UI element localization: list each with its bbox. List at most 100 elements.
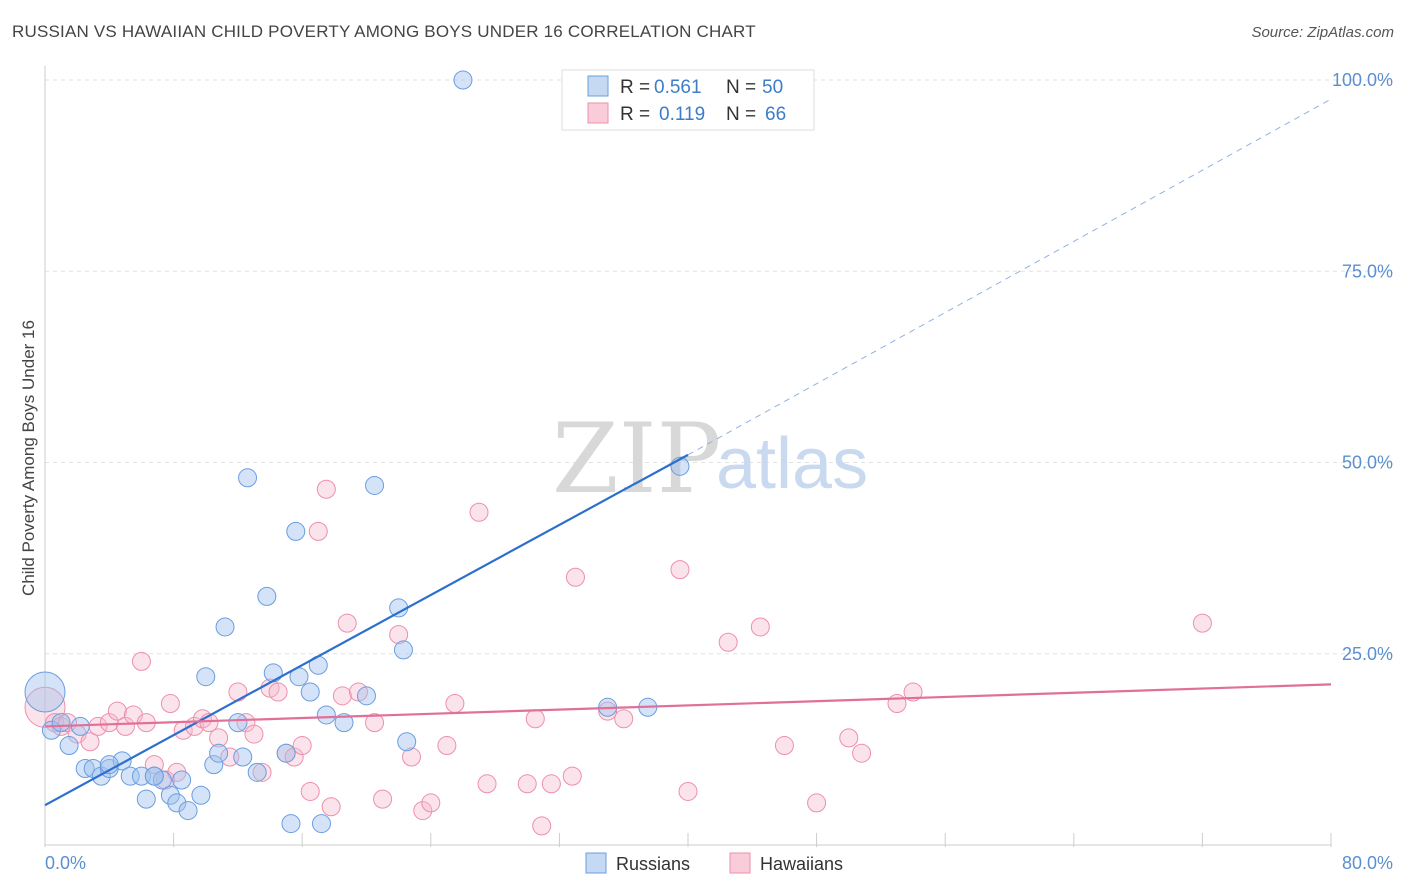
hawaiian-point-8 (107, 701, 127, 721)
hawaiian-point-63 (839, 728, 859, 748)
y-axis-label: Child Poverty Among Boys Under 16 (19, 320, 38, 596)
y-tick-label-0: 25.0% (1342, 644, 1393, 664)
trend-lines (44, 98, 1332, 807)
russian-point-32 (286, 521, 306, 541)
hawaiian-point-43 (413, 801, 433, 821)
hawaiian-point-36 (337, 613, 357, 633)
x-tick-label-left: 0.0% (45, 853, 86, 873)
hawaiian-point-48 (477, 774, 497, 794)
hawaiian-point-50 (525, 709, 545, 729)
hawaiian-point-37 (332, 686, 352, 706)
legend-r-value-hawaiians: 0.119 (659, 104, 705, 125)
hawaiian-point-24 (236, 713, 256, 733)
russian-point-3 (59, 736, 79, 756)
russian-point-22 (209, 743, 229, 763)
y-tick-label-2: 75.0% (1342, 261, 1393, 281)
hawaiian-point-13 (144, 755, 164, 775)
legend-r-value-russians: 0.561 (654, 77, 702, 98)
hawaiian-point-5 (80, 732, 100, 752)
hawaiian-point-25 (244, 724, 264, 744)
series-hawaiians-points (24, 479, 1212, 836)
russian-point-34 (300, 682, 320, 702)
russian-point-5 (75, 759, 95, 778)
hawaiian-point-60 (750, 617, 770, 637)
russian-point-10 (120, 766, 140, 786)
hawaiian-point-40 (373, 789, 393, 809)
hawaiian-point-46 (445, 693, 465, 713)
russian-point-16 (167, 793, 187, 813)
hawaiian-point-39 (365, 713, 385, 733)
russian-point-36 (311, 814, 331, 834)
russian-point-6 (83, 759, 103, 778)
hawaiian-point-11 (131, 651, 151, 671)
legend-r-label-russians: R = (620, 77, 655, 98)
bottom-legend-swatch-hawaiians (729, 852, 751, 874)
bottom-legend-label-russians: Russians (616, 854, 690, 874)
hawaiian-point-34 (316, 479, 336, 499)
russian-point-27 (247, 762, 267, 782)
russian-point-29 (263, 663, 283, 683)
russian-point-17 (172, 770, 192, 790)
hawaiian-point-51 (532, 816, 552, 836)
russian-point-31 (281, 814, 301, 834)
legend-n-value-hawaiians: 66 (765, 104, 786, 125)
hawaiian-point-28 (268, 682, 288, 702)
hawaiian-point-47 (469, 502, 489, 522)
legend-r-label-hawaiians: R = (620, 104, 655, 125)
hawaiian-point-0 (24, 686, 66, 728)
grid-lines (45, 79, 1392, 655)
hawaiian-point-67 (1192, 613, 1212, 633)
hawaiian-point-31 (292, 736, 312, 756)
russian-point-37 (316, 705, 336, 725)
hawaiians-trend-line (44, 683, 1332, 728)
hawaiian-point-45 (437, 736, 457, 756)
hawaiian-point-53 (562, 766, 582, 786)
russian-point-42 (393, 640, 413, 660)
russian-point-23 (215, 617, 235, 637)
hawaiian-point-64 (852, 743, 872, 763)
source-label: Source: ZipAtlas.com (1251, 24, 1394, 41)
hawaiian-point-7 (99, 713, 119, 733)
russian-point-0 (24, 671, 66, 713)
axes (44, 66, 1332, 847)
russian-point-40 (365, 475, 385, 495)
legend-n-label-hawaiians: N = (726, 104, 761, 125)
chart-title: RUSSIAN VS HAWAIIAN CHILD POVERTY AMONG … (12, 22, 756, 41)
watermark: ZIP atlas (552, 403, 868, 515)
hawaiian-point-32 (300, 781, 320, 801)
legend-swatch-hawaiians (587, 102, 609, 124)
russian-point-44 (453, 70, 473, 90)
x-tick-label-right: 80.0% (1342, 853, 1393, 873)
y-tick-label-1: 50.0% (1342, 453, 1393, 473)
hawaiian-point-58 (678, 781, 698, 801)
hawaiian-point-41 (389, 625, 409, 645)
russian-point-28 (257, 586, 277, 606)
russian-point-2 (51, 713, 71, 733)
hawaiian-point-54 (565, 567, 585, 587)
hawaiian-point-33 (308, 521, 328, 541)
hawaiian-point-23 (228, 682, 248, 702)
bottom-legend-swatch-russians (585, 852, 607, 874)
russian-point-24 (228, 713, 248, 733)
bottom-legend-label-hawaiians: Hawaiians (760, 854, 843, 874)
russian-point-30 (276, 743, 296, 763)
russians-trend-extension (687, 98, 1332, 456)
hawaiian-point-35 (321, 797, 341, 817)
hawaiian-point-49 (517, 774, 537, 794)
watermark-atlas: atlas (716, 424, 868, 504)
watermark-zip: ZIP (552, 403, 721, 515)
russian-point-18 (178, 801, 198, 821)
hawaiian-point-61 (774, 736, 794, 756)
russian-point-48 (144, 766, 164, 786)
legend-swatch-russians (587, 75, 609, 97)
legend-box: R = 0.561 N = 50 R = 0.119 N = 66 (561, 69, 815, 131)
russian-point-26 (238, 468, 258, 488)
russian-point-15 (160, 785, 180, 805)
russian-point-39 (357, 686, 376, 706)
russian-point-25 (233, 747, 253, 767)
hawaiian-point-52 (541, 774, 561, 794)
hawaiian-point-42 (402, 747, 422, 767)
y-tick-label-3: 100.0% (1332, 70, 1393, 90)
russian-point-43 (397, 732, 417, 752)
russian-point-19 (191, 785, 211, 805)
